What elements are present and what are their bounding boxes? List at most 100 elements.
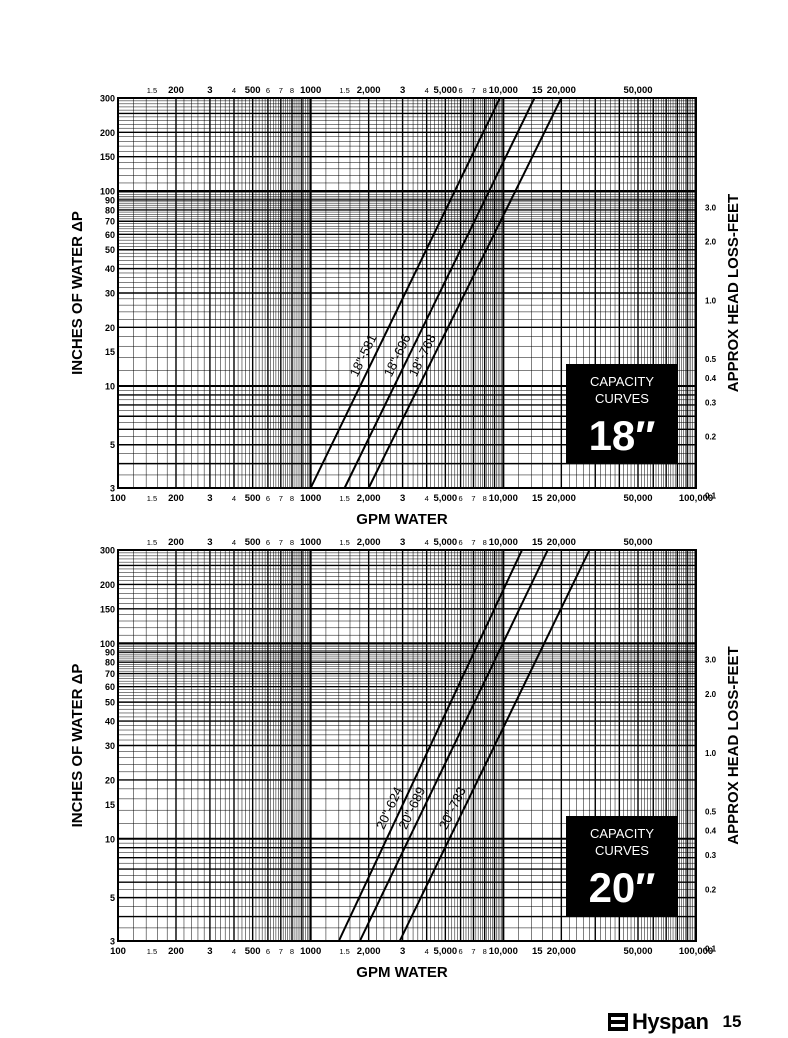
x-tick-label: 50,000 <box>623 946 652 957</box>
y-tick-label: 60 <box>105 230 115 240</box>
y-tick-label: 20 <box>105 323 115 333</box>
x-tick-label: 15 <box>532 946 543 957</box>
y-tick-label: 30 <box>105 741 115 751</box>
x-tick-label: 100 <box>110 493 126 504</box>
x-tick-label: 500 <box>245 946 261 957</box>
y-right-tick-label: 0.2 <box>705 433 717 442</box>
badge-size: 20″ <box>589 864 656 911</box>
x-tick-label-top: 20,000 <box>547 537 576 548</box>
y-right-tick-label: 0.4 <box>705 827 717 836</box>
x-tick-label: 3 <box>400 946 405 957</box>
y-tick-label: 80 <box>105 658 115 668</box>
x-tick-label-top: 1.5 <box>147 86 157 95</box>
plot-frame <box>117 549 697 942</box>
y-right-tick-label: 0.1 <box>705 491 717 500</box>
y-right-tick-label: 3.0 <box>705 656 717 665</box>
y-tick-label: 3 <box>110 937 115 947</box>
badge-background <box>566 364 678 464</box>
x-tick-label: 20,000 <box>547 493 576 504</box>
x-tick-label-top: 7 <box>471 538 475 547</box>
x-tick-label: 3 <box>400 493 405 504</box>
y-right-tick-label: 2.0 <box>705 690 717 699</box>
badge-line2: CURVES <box>595 843 649 858</box>
y-tick-label: 40 <box>105 264 115 274</box>
capacity-chart-18: 100 1.5 200 3 4 500 6 7 8 1000 1.5 2,000 3 4 5,000 6 7 8 1… <box>69 85 742 528</box>
y-tick-label: 100 <box>100 639 115 649</box>
y-tick-label: 70 <box>105 669 115 679</box>
x-tick-label-top: 4 <box>232 86 236 95</box>
y-tick-label: 80 <box>105 205 115 215</box>
x-tick-label: 500 <box>245 493 261 504</box>
x-tick-label-top: 1.5 <box>339 86 349 95</box>
y-right-tick-label: 3.0 <box>705 203 717 212</box>
x-tick-label-top: 50,000 <box>623 537 652 548</box>
y-tick-label: 5 <box>110 440 115 450</box>
y-tick-label: 3 <box>110 484 115 494</box>
x-tick-label: 4 <box>425 947 429 956</box>
badge-line2: CURVES <box>595 391 649 406</box>
x-tick-label-top: 7 <box>279 86 283 95</box>
x-tick-label: 200 <box>168 493 184 504</box>
x-tick-label-top: 7 <box>471 86 475 95</box>
x-tick-label: 6 <box>266 494 270 503</box>
x-tick-label: 1000 <box>300 946 321 957</box>
page-number: 15 <box>722 1012 742 1031</box>
x-tick-label: 4 <box>425 494 429 503</box>
y-tick-label: 30 <box>105 289 115 299</box>
series-line <box>343 97 536 489</box>
x-tick-label: 4 <box>232 494 236 503</box>
capacity-chart-20: 100 1.5 200 3 4 500 6 7 8 1000 1.5 2,000 3 4 5,000 6 7 8 1… <box>69 537 742 981</box>
y-right-tick-label: 0.2 <box>705 885 717 894</box>
x-tick-label-top: 8 <box>483 538 487 547</box>
badge-background <box>566 816 678 916</box>
x-tick-label-top: 6 <box>266 538 270 547</box>
x-tick-label: 5,000 <box>433 946 457 957</box>
x-tick-label: 200 <box>168 946 184 957</box>
y-tick-label: 5 <box>110 893 115 903</box>
y-tick-label: 20 <box>105 775 115 785</box>
y-right-tick-label: 0.3 <box>705 851 717 860</box>
y-right-tick-label: 1.0 <box>705 296 717 305</box>
x-tick-label-top: 6 <box>266 86 270 95</box>
y-right-tick-label: 0.4 <box>705 374 717 383</box>
x-tick-label-top: 500 <box>245 537 261 548</box>
x-tick-label-top: 1.5 <box>339 538 349 547</box>
x-tick-label: 6 <box>459 494 463 503</box>
y-tick-label: 10 <box>105 834 115 844</box>
series-line <box>309 97 501 489</box>
x-tick-label: 2,000 <box>357 946 381 957</box>
x-tick-label: 20,000 <box>547 946 576 957</box>
x-tick-label: 1000 <box>300 493 321 504</box>
x-tick-label-top: 3 <box>400 85 405 96</box>
x-tick-label-top: 8 <box>290 86 294 95</box>
x-tick-label: 6 <box>266 947 270 956</box>
x-tick-label-top: 200 <box>168 537 184 548</box>
y-axis-label: INCHES OF WATER ΔP <box>69 664 86 828</box>
x-tick-label-top: 5,000 <box>433 85 457 96</box>
y-tick-label: 50 <box>105 698 115 708</box>
x-tick-label-top: 8 <box>483 86 487 95</box>
x-tick-label-top: 1000 <box>300 537 321 548</box>
x-tick-label: 7 <box>471 494 475 503</box>
x-tick-label-top: 500 <box>245 85 261 96</box>
x-tick-label: 7 <box>471 947 475 956</box>
series-line <box>367 97 563 489</box>
x-tick-label-top: 4 <box>232 538 236 547</box>
y-tick-label: 15 <box>105 347 115 357</box>
x-tick-label: 2,000 <box>357 493 381 504</box>
y-axis-label: INCHES OF WATER ΔP <box>69 211 86 375</box>
y-right-tick-label: 0.5 <box>705 808 717 817</box>
x-tick-label: 15 <box>532 493 543 504</box>
capacity-badge: CAPACITY CURVES 18″ <box>566 364 678 464</box>
x-tick-label: 7 <box>279 494 283 503</box>
x-tick-label-top: 4 <box>425 86 429 95</box>
x-tick-label: 3 <box>207 493 212 504</box>
x-tick-label: 8 <box>290 494 294 503</box>
brand-name: Hyspan <box>632 1009 709 1034</box>
y-tick-label: 100 <box>100 187 115 197</box>
x-tick-label-top: 2,000 <box>357 537 381 548</box>
series-line <box>337 549 523 942</box>
x-tick-label-top: 10,000 <box>489 85 518 96</box>
y-right-tick-label: 2.0 <box>705 238 717 247</box>
x-tick-label: 5,000 <box>433 493 457 504</box>
